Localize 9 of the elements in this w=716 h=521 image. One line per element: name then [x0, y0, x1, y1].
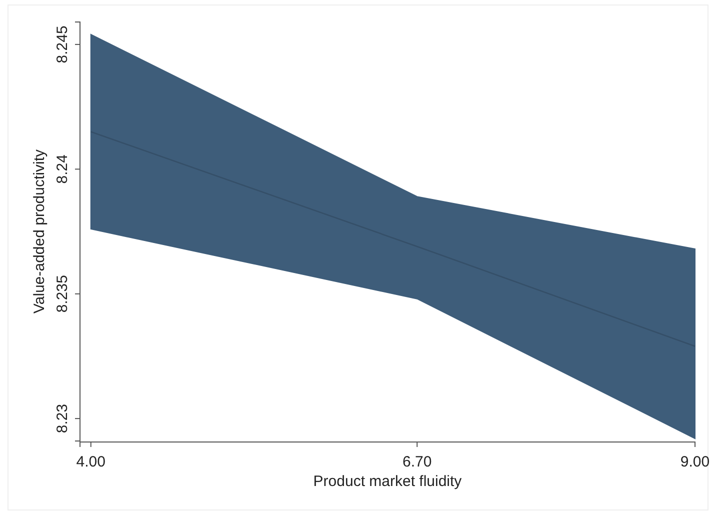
x-tick-label: 4.00 [76, 454, 106, 470]
x-tick-label: 9.00 [680, 454, 710, 470]
y-tick-label: 8.245 [54, 26, 71, 64]
y-tick-label: 8.23 [54, 404, 71, 434]
y-tick-label: 8.235 [54, 275, 71, 313]
y-tick-label: 8.24 [54, 154, 71, 184]
x-tick-label: 6.70 [402, 454, 432, 470]
x-axis-title: Product market fluidity [313, 473, 462, 490]
y-axis-title: Value-added productivity [31, 149, 48, 314]
